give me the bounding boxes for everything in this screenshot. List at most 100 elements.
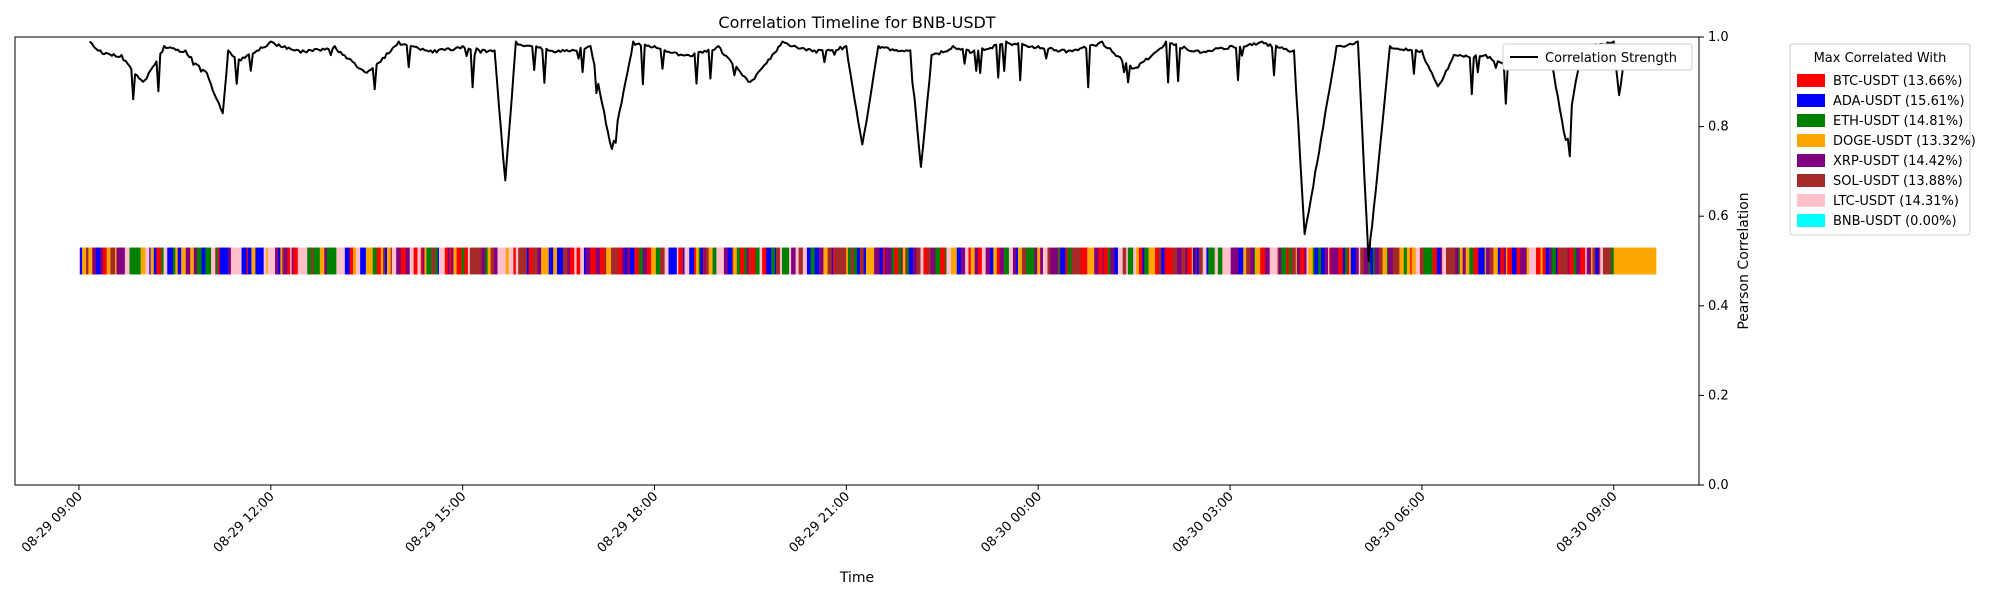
band-segment [1559, 247, 1565, 275]
band-segment [1136, 247, 1140, 275]
band-segment [908, 247, 911, 275]
band-segment [838, 247, 842, 275]
band-segment [795, 247, 799, 275]
band-segment [664, 247, 669, 275]
band-segment [712, 247, 717, 275]
band-segment [1037, 247, 1041, 275]
band-segment [1153, 247, 1156, 275]
band-segment [742, 247, 745, 275]
band-segment [490, 247, 495, 275]
band-segment [405, 247, 411, 275]
band-segment [1595, 247, 1600, 275]
band-segment [1034, 247, 1038, 275]
band-segment [1445, 247, 1451, 275]
band-segment [569, 247, 575, 275]
band-segment [461, 247, 465, 275]
band-segment [1129, 247, 1134, 275]
band-segment [356, 247, 361, 275]
band-segment [1323, 247, 1325, 275]
band-segment [1427, 247, 1433, 275]
band-segment [497, 247, 502, 275]
band-segment [1158, 247, 1162, 275]
band-segment [766, 247, 772, 275]
band-segment [1194, 247, 1198, 275]
band-segment [1505, 247, 1508, 275]
band-segment [437, 247, 440, 275]
band-segment [940, 247, 946, 275]
band-segment [782, 247, 787, 275]
band-segment [216, 247, 219, 275]
band-segment [960, 247, 966, 275]
band-segment [1228, 247, 1232, 275]
band-segment [487, 247, 491, 275]
band-segment [1291, 247, 1297, 275]
band-segment [1411, 247, 1417, 275]
band-segment [1206, 247, 1209, 275]
band-segment [424, 247, 427, 275]
band-segment [1349, 247, 1352, 275]
band-segment [945, 247, 947, 275]
band-segment [1611, 247, 1615, 275]
band-segment [869, 247, 875, 275]
band-segment [1176, 247, 1182, 275]
band-segment [149, 247, 151, 275]
band-segment [827, 247, 833, 275]
asset-legend-label: DOGE-USDT (13.32%) [1833, 134, 1976, 149]
band-segment [879, 247, 884, 275]
band-segment [660, 247, 666, 275]
band-segment [451, 247, 454, 275]
band-segment [798, 247, 804, 275]
band-segment [177, 247, 182, 275]
band-segment [349, 247, 354, 275]
band-segment [1278, 247, 1282, 275]
band-segment [1282, 247, 1285, 275]
asset-legend-label: SOL-USDT (13.88%) [1833, 174, 1963, 189]
band-segment [1065, 247, 1068, 275]
band-segment [380, 247, 384, 275]
band-segment [1190, 247, 1193, 275]
band-segment [215, 247, 218, 275]
band-segment [1202, 247, 1207, 275]
band-segment [859, 247, 865, 275]
band-segment [603, 247, 607, 275]
band-segment [1520, 247, 1525, 275]
y-tick-label: 0.6 [1708, 209, 1729, 224]
band-segment [275, 247, 279, 275]
band-segment [1318, 247, 1322, 275]
band-segment [465, 247, 469, 275]
band-segment [79, 247, 83, 275]
band-segment [847, 247, 852, 275]
asset-legend-label: LTC-USDT (14.31%) [1833, 194, 1959, 209]
band-final-segment [1613, 247, 1657, 275]
band-segment [698, 247, 701, 275]
band-segment [1104, 247, 1109, 275]
x-axis-label: Time [839, 570, 874, 586]
line-legend-label: Correlation Strength [1545, 51, 1677, 66]
band-segment [383, 247, 386, 275]
line-legend-box [1502, 43, 1693, 71]
band-segment [390, 247, 393, 275]
band-segment [485, 247, 489, 275]
band-segment [435, 247, 439, 275]
band-segment [259, 247, 265, 275]
band-segment [1312, 247, 1315, 275]
band-segment [1478, 247, 1485, 275]
assignment-band [78, 247, 1657, 275]
band-segment [185, 247, 191, 275]
band-segment [541, 247, 545, 275]
band-segment [273, 247, 276, 275]
band-segment [1320, 247, 1324, 275]
band-segment [846, 247, 849, 275]
band-segment [876, 247, 881, 275]
asset-legend-label: ETH-USDT (14.81%) [1833, 114, 1963, 129]
band-segment [791, 247, 796, 275]
band-segment [196, 247, 202, 275]
band-segment [1535, 247, 1541, 275]
x-tick-label: 08-30 00:00 [978, 489, 1045, 556]
band-segment [624, 247, 628, 275]
band-segment [1342, 247, 1346, 275]
band-segment [1503, 247, 1507, 275]
asset-legend-label: BNB-USDT (0.00%) [1833, 214, 1957, 229]
band-segment [86, 247, 89, 275]
band-segment [245, 247, 248, 275]
